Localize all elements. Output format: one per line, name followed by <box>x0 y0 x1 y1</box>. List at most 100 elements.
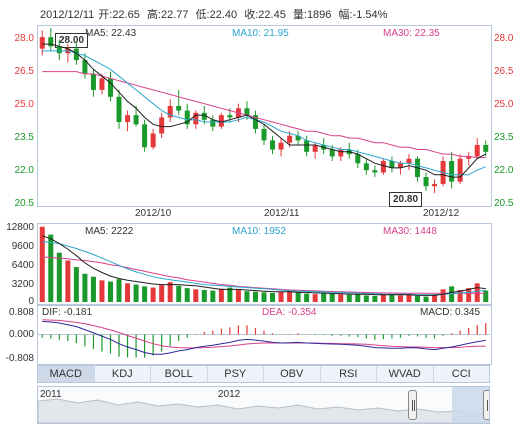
volume-bar <box>99 280 105 302</box>
price-ytick-left: 26.5 <box>14 66 34 77</box>
tab-boll[interactable]: BOLL <box>151 366 208 382</box>
tab-macd[interactable]: MACD <box>38 366 95 382</box>
price-ytick-left: 28.0 <box>14 33 34 44</box>
volume-bar <box>56 252 62 302</box>
volume-bar <box>466 288 472 302</box>
tab-wvad[interactable]: WVAD <box>377 366 434 382</box>
min-price-flag: 20.80 <box>389 192 423 207</box>
tab-psy[interactable]: PSY <box>208 366 264 382</box>
vol-ytick: 3200 <box>11 279 34 290</box>
macd-chart-panel[interactable] <box>37 305 492 365</box>
volume-bar <box>218 288 224 302</box>
navigator-left-handle[interactable] <box>408 390 417 420</box>
quote-date: 2012/12/11 <box>40 9 95 21</box>
volume-bar <box>449 286 455 302</box>
volume-bar <box>184 288 190 302</box>
volume-bar <box>201 289 207 302</box>
volume-bar <box>397 295 403 302</box>
price-ytick-right: 22.0 <box>494 165 514 176</box>
vol-ytick: 0 <box>28 296 34 307</box>
price-ma10-legend: MA10: 21.95 <box>232 28 289 39</box>
navigator-overview-area <box>38 398 489 423</box>
navigator-selection[interactable] <box>452 387 489 423</box>
high-label: 高: <box>146 9 161 21</box>
price-xtick: 2012/12 <box>423 208 460 219</box>
candle-body <box>483 144 489 152</box>
price-ma5-legend: MA5: 22.43 <box>85 28 137 39</box>
close-label: 收: <box>244 9 259 21</box>
volume-bar <box>133 284 139 302</box>
volume-bar <box>423 296 429 302</box>
candle-body <box>184 110 190 125</box>
volume-bar <box>235 289 241 302</box>
price-chart-panel[interactable] <box>37 25 492 207</box>
volume-label: 量: <box>292 9 307 21</box>
candle-body <box>432 183 438 187</box>
price-ytick-left: 25.0 <box>14 99 34 110</box>
volume-bar <box>48 234 54 302</box>
candle-body <box>287 135 293 143</box>
candle-body <box>397 163 403 168</box>
range-navigator[interactable]: 2011 2012 <box>37 386 490 424</box>
volume-ma10-line <box>42 241 486 296</box>
vol-ytick: 9600 <box>11 241 34 252</box>
candle-body <box>423 177 429 187</box>
volume-bar <box>82 273 88 302</box>
volume-value: 1896 <box>306 9 332 21</box>
vol-ma30-legend: MA30: 1448 <box>383 226 437 237</box>
volume-bar <box>380 294 386 302</box>
candle-body <box>125 115 131 123</box>
price-ytick-right: 26.5 <box>494 66 514 77</box>
volume-bar <box>483 290 489 302</box>
volume-bar <box>167 282 173 302</box>
volume-bar <box>312 294 318 302</box>
candle-body <box>338 149 344 157</box>
price-ytick-right: 25.0 <box>494 99 514 110</box>
macd-dif-line <box>42 320 486 355</box>
candle-body <box>73 48 79 61</box>
price-ytick-left: 22.0 <box>14 165 34 176</box>
volume-bar <box>116 279 122 302</box>
volume-bar <box>142 286 148 302</box>
volume-bar <box>338 294 344 302</box>
candle-body <box>312 144 318 152</box>
navigator-right-handle[interactable] <box>483 390 489 420</box>
candle-body <box>295 135 301 141</box>
volume-bar <box>432 294 438 302</box>
tab-kdj[interactable]: KDJ <box>95 366 151 382</box>
tab-obv[interactable]: OBV <box>264 366 321 382</box>
low-value: 22.40 <box>209 9 238 21</box>
volume-bar <box>227 287 233 302</box>
volume-chart-panel[interactable] <box>37 223 492 305</box>
tab-cci[interactable]: CCI <box>451 368 471 380</box>
volume-bar <box>210 290 216 302</box>
candle-body <box>82 60 88 74</box>
volume-ma5-line <box>42 235 486 296</box>
candle-body <box>406 158 412 164</box>
tab-rsi[interactable]: RSI <box>321 366 377 382</box>
volume-bar <box>65 260 71 302</box>
volume-bar <box>415 295 421 302</box>
candle-body <box>261 128 267 141</box>
volume-bar <box>39 226 45 302</box>
volume-ma30-line <box>42 256 486 294</box>
change-value: -1.54% <box>352 9 388 21</box>
candle-body <box>218 115 224 127</box>
volume-bar <box>363 295 369 302</box>
candle-body <box>227 115 233 118</box>
candle-body <box>167 105 173 118</box>
volume-bar <box>304 293 310 302</box>
candle-body <box>474 144 480 157</box>
candle-body <box>99 78 105 90</box>
volume-bar <box>261 292 267 302</box>
max-price-flag: 28.00 <box>55 33 89 48</box>
candle-body <box>159 117 165 134</box>
open-label: 开: <box>98 9 113 21</box>
candle-body <box>201 112 207 120</box>
price-ytick-left: 20.5 <box>14 198 34 209</box>
volume-bar <box>406 294 412 302</box>
volume-bar <box>457 289 463 302</box>
volume-bar <box>321 292 327 302</box>
candle-body <box>210 119 216 127</box>
candle-body <box>150 133 156 148</box>
